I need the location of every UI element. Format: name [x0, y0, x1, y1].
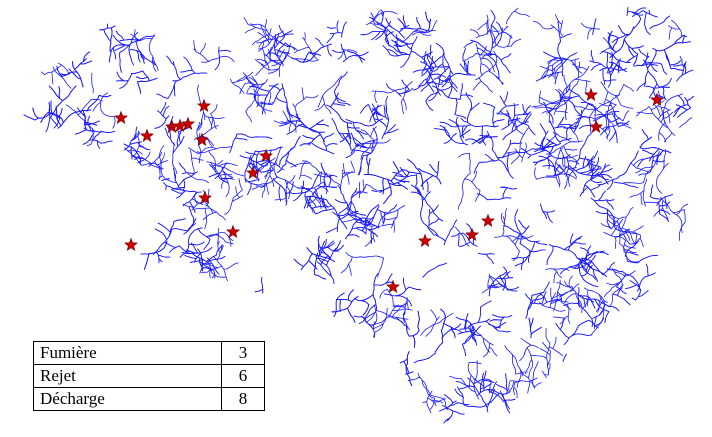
- star-icon: [465, 227, 479, 241]
- star-icon: [181, 116, 195, 130]
- star-icon: [140, 128, 154, 142]
- pollution-markers: [114, 87, 664, 293]
- star-icon: [246, 165, 260, 179]
- river-segments: [83, 12, 665, 424]
- star-icon: [481, 213, 495, 227]
- legend-label: Fumière: [33, 341, 222, 365]
- legend-count: 8: [221, 387, 265, 411]
- legend-label: Décharge: [33, 387, 222, 411]
- star-icon: [584, 87, 598, 101]
- legend-row-fumiere: Fumière 3: [33, 341, 265, 365]
- river-segments: [45, 9, 658, 410]
- legend-row-rejet: Rejet 6: [33, 364, 265, 388]
- star-icon: [589, 119, 603, 133]
- river-segments: [23, 9, 694, 386]
- star-icon: [124, 237, 138, 251]
- star-icon: [386, 279, 400, 293]
- star-icon: [418, 233, 432, 247]
- star-icon: [259, 148, 273, 162]
- river-segments: [56, 15, 694, 413]
- star-icon: [226, 224, 240, 238]
- legend-table: Fumière 3 Rejet 6 Décharge 8: [33, 341, 265, 411]
- river-segments: [41, 7, 693, 414]
- star-icon: [650, 92, 664, 106]
- river-segments: [23, 11, 691, 386]
- legend-row-decharge: Décharge 8: [33, 387, 265, 411]
- river-segments: [23, 9, 694, 386]
- star-icon: [197, 98, 211, 112]
- star-icon: [195, 132, 209, 146]
- legend-count: 6: [221, 364, 265, 388]
- legend-label: Rejet: [33, 364, 222, 388]
- star-icon: [114, 110, 128, 124]
- legend-count: 3: [221, 341, 265, 365]
- star-icon: [198, 190, 212, 204]
- river-network: [23, 7, 694, 424]
